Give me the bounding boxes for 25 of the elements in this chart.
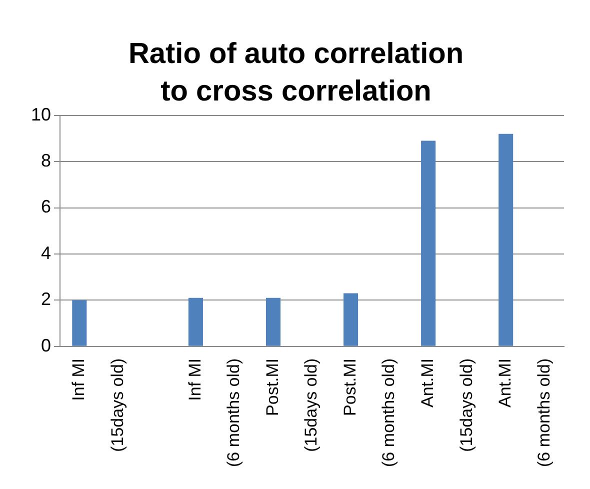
y-tick-label: 10 [30, 104, 52, 124]
y-tick-label: 2 [41, 289, 52, 310]
x-tick-label: (6 months old) [534, 358, 554, 468]
x-tick-label: (6 months old) [379, 358, 398, 468]
x-tick-label: Inf MI [185, 358, 204, 401]
chart-title: Ratio of auto correlation to cross correlation [128, 38, 464, 108]
x-tick-label: Ant.MI [418, 358, 437, 408]
y-tick-label: 6 [41, 196, 52, 217]
x-tick-label: Ant.MI [496, 358, 515, 408]
bar [266, 298, 281, 346]
x-tick-label: Inf MI [69, 358, 88, 401]
x-tick-label: (6 months old) [224, 358, 244, 468]
y-tick-label: 0 [41, 335, 52, 356]
x-tick-label: (15days old) [302, 358, 321, 452]
y-tick-label: 4 [41, 242, 52, 263]
x-tick-label: (15days old) [456, 358, 476, 452]
bar [421, 140, 436, 346]
bar [344, 293, 358, 346]
bar [188, 298, 203, 346]
x-tick-label: Post.MI [340, 358, 360, 416]
bar [498, 134, 514, 346]
x-tick-label: Post.MI [262, 358, 282, 416]
bar [72, 300, 87, 346]
y-tick-label: 8 [41, 150, 52, 171]
x-tick-label: (15days old) [108, 358, 127, 452]
